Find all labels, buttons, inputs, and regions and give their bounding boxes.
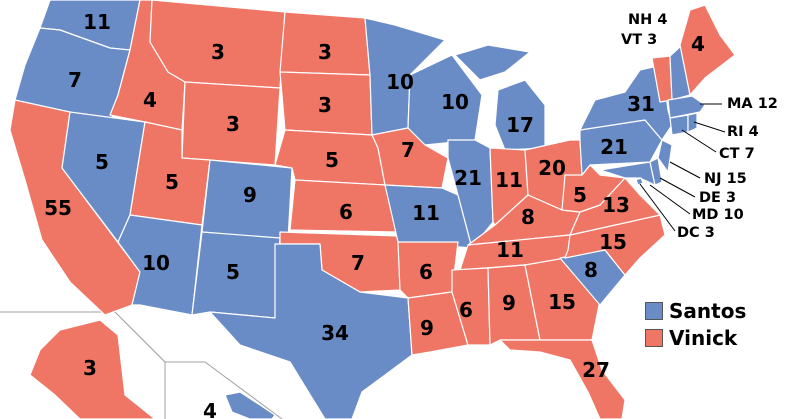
ev-label-sd: 3 <box>318 93 332 117</box>
ev-label-wi: 10 <box>441 90 469 114</box>
ev-label-nj: NJ 15 <box>704 171 747 187</box>
ev-label-me: 4 <box>691 32 705 56</box>
ev-label-wv: 5 <box>573 183 587 207</box>
state-nj <box>657 139 673 173</box>
ev-label-ak: 3 <box>83 356 97 380</box>
ev-label-ga: 15 <box>548 290 576 314</box>
state-ms <box>451 267 491 346</box>
ev-label-pa: 21 <box>600 135 628 159</box>
state-mi-up <box>454 44 531 81</box>
state-la <box>407 291 469 356</box>
legend-label-vinick: Vinick <box>669 326 738 350</box>
state-ma <box>667 95 706 119</box>
ev-label-la: 9 <box>420 316 434 340</box>
state-tx <box>209 243 413 419</box>
state-hi <box>224 391 276 419</box>
state-dc <box>635 177 644 186</box>
ev-label-ms: 6 <box>459 298 473 322</box>
state-fl <box>499 339 626 419</box>
ev-label-wy: 3 <box>226 112 240 136</box>
ev-label-tx: 34 <box>321 321 349 345</box>
ev-label-oh: 20 <box>538 156 566 180</box>
ev-label-ca: 55 <box>44 196 72 220</box>
ev-label-mt: 3 <box>211 40 225 64</box>
ev-label-ut: 5 <box>165 170 179 194</box>
leader-ct <box>681 129 717 153</box>
ev-label-ky: 8 <box>521 205 535 229</box>
ev-label-nc: 15 <box>599 230 627 254</box>
state-ia <box>371 127 449 189</box>
ev-label-al: 9 <box>502 291 516 315</box>
ev-label-az: 10 <box>142 251 170 275</box>
state-de <box>649 157 663 186</box>
ev-label-il: 21 <box>454 166 482 190</box>
ev-label-ny: 31 <box>627 92 655 116</box>
ev-label-ia: 7 <box>401 138 415 162</box>
ev-label-ct: CT 7 <box>719 146 755 162</box>
ev-label-ri: RI 4 <box>727 124 759 140</box>
legend-item-vinick: Vinick <box>645 326 738 350</box>
legend-swatch-santos <box>645 302 663 320</box>
ev-label-nd: 3 <box>318 40 332 64</box>
ev-label-ar: 6 <box>419 260 433 284</box>
state-ri <box>687 112 698 133</box>
ev-label-ma: MA 12 <box>727 96 778 112</box>
ev-label-nv: 5 <box>95 150 109 174</box>
ev-label-hi: 4 <box>203 399 217 419</box>
ev-label-md: MD 10 <box>692 207 744 223</box>
ev-label-dc: DC 3 <box>677 225 715 241</box>
leader-de <box>659 177 696 198</box>
ev-label-nh: NH 4 <box>628 12 667 28</box>
state-az <box>117 214 203 316</box>
ev-label-fl: 27 <box>582 358 610 382</box>
leader-ri <box>693 121 726 133</box>
legend-label-santos: Santos <box>669 299 747 323</box>
ev-label-ok: 7 <box>351 251 365 275</box>
leader-dc <box>639 183 676 232</box>
leader-nj <box>669 161 701 179</box>
ev-label-vt: VT 3 <box>621 32 657 48</box>
alaska-inset-frame <box>0 311 166 419</box>
ev-label-wa: 11 <box>83 10 111 34</box>
legend-item-santos: Santos <box>645 299 747 323</box>
ev-label-mi: 17 <box>506 113 534 137</box>
state-nc <box>564 214 666 276</box>
ev-label-sc: 8 <box>584 258 598 282</box>
leader-md <box>649 184 691 215</box>
ev-label-co: 9 <box>243 183 257 207</box>
state-md <box>599 161 656 186</box>
ev-label-de: DE 3 <box>699 190 736 206</box>
ev-label-va: 13 <box>602 193 630 217</box>
state-ak <box>29 319 156 419</box>
ev-label-ks: 6 <box>339 200 353 224</box>
ev-label-ne: 5 <box>325 148 339 172</box>
ev-label-nm: 5 <box>226 260 240 284</box>
ev-label-in: 11 <box>495 168 523 192</box>
ev-label-or: 7 <box>68 68 82 92</box>
legend-swatch-vinick <box>645 329 663 347</box>
ev-label-mn: 10 <box>386 70 414 94</box>
ev-label-id: 4 <box>143 88 157 112</box>
ev-label-tn: 11 <box>496 238 524 262</box>
state-me <box>679 4 736 96</box>
hawaii-inset-frame <box>165 361 283 419</box>
ev-label-mo: 11 <box>412 201 440 225</box>
